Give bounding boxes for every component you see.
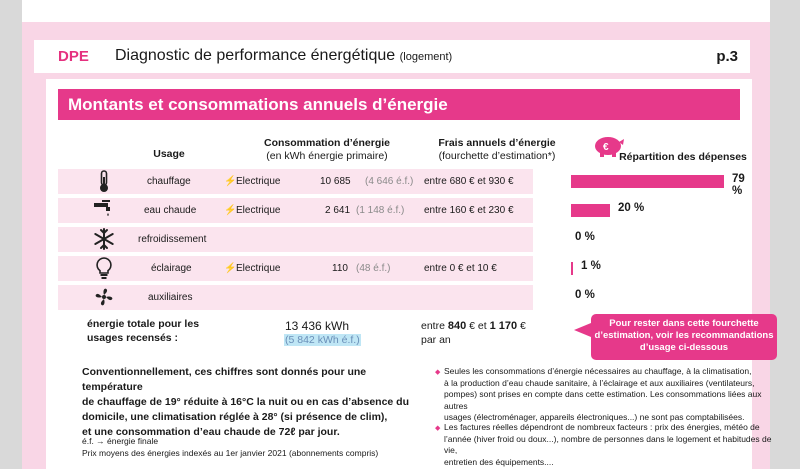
col-conso-sub: (en kWh énergie primaire): [266, 150, 388, 162]
energy-type: Electrique: [236, 263, 281, 274]
invoice-note: ◆ Les factures réelles dépendront de nom…: [435, 422, 772, 467]
usage-label: auxiliaires: [148, 292, 193, 303]
thermometer-icon: [100, 170, 108, 192]
repartition-percent: 20 %: [618, 202, 645, 214]
total-cost-low: 840: [447, 320, 467, 332]
footnote-prices: Prix moyens des énergies indexés au 1er …: [82, 448, 379, 458]
annual-cost: entre 160 € et 230 €: [424, 205, 514, 216]
table-row: [58, 198, 533, 223]
col-conso: Consommation d’énergie (en kWh énergie p…: [242, 137, 412, 163]
scope-note: ◆ Seules les consommations d’énergie néc…: [435, 366, 762, 422]
consumption-ef: (48 é.f.): [356, 263, 391, 274]
total-ef: (5 842 kWh é.f.): [284, 334, 361, 346]
bullet-icon: ◆: [435, 369, 441, 376]
repartition-percent: 0 %: [575, 231, 595, 243]
col-frais-title: Frais annuels d’énergie: [438, 137, 556, 149]
col-frais: Frais annuels d’énergie (fourchette d’es…: [417, 137, 577, 163]
page-title-text: Diagnostic de performance énergétique: [115, 47, 396, 64]
col-usage: Usage: [153, 148, 185, 160]
lightning-icon: ⚡: [224, 176, 237, 187]
col-conso-title: Consommation d’énergie: [263, 137, 390, 149]
total-label-line1: énergie totale pour les: [87, 318, 200, 330]
callout-pointer: [574, 323, 591, 337]
total-label: énergie totale pour les usages recensés …: [87, 317, 199, 345]
lightbulb-icon: [96, 257, 112, 279]
table-row: [58, 256, 533, 281]
table-row: [58, 285, 533, 310]
piggy-bank-icon: €: [595, 137, 624, 157]
total-cost-period: par an: [421, 334, 451, 346]
dpe-badge: DPE: [58, 48, 89, 65]
fan-icon: [95, 288, 113, 306]
consumption-ef: (1 148 é.f.): [356, 205, 405, 216]
annual-cost: entre 680 € et 930 €: [424, 176, 514, 187]
repartition-percent: 0 %: [575, 289, 595, 301]
top-strip: [22, 0, 770, 22]
usage-label: chauffage: [147, 176, 191, 187]
total-label-line2: usages recensés :: [87, 332, 179, 344]
total-kwh: 13 436 kWh: [285, 319, 350, 333]
energy-card: Montants et consommations annuels d’éner…: [46, 79, 777, 469]
usage-label: éclairage: [151, 263, 192, 274]
section-title: Montants et consommations annuels d’éner…: [58, 89, 740, 120]
snowflake-icon: [94, 228, 114, 250]
table-row: [58, 227, 533, 252]
page-number: p.3: [716, 48, 738, 65]
col-frais-sub: (fourchette d’estimation*): [438, 150, 556, 162]
total-cost-high: 1 170: [489, 320, 518, 332]
repartition-percent: 79 %: [732, 173, 745, 197]
consumption-kwh: 110: [332, 263, 348, 274]
repartition-bar: [571, 204, 610, 217]
table-row: [58, 169, 533, 194]
annual-cost: entre 0 € et 10 €: [424, 263, 497, 274]
consumption-ef: (4 646 é.f.): [365, 176, 414, 187]
svg-text:€: €: [603, 142, 609, 153]
bullet-icon: ◆: [435, 425, 441, 432]
col-repartition: Répartition des dépenses: [619, 151, 747, 163]
lightning-icon: ⚡: [224, 263, 237, 274]
repartition-bar: [571, 175, 724, 188]
consumption-kwh: 10 685: [320, 176, 351, 187]
usage-label: refroidissement: [138, 234, 207, 245]
recommendation-callout: Pour rester dans cette fourchette d’esti…: [591, 314, 777, 360]
energy-type: Electrique: [236, 205, 281, 216]
conventional-note: Conventionnellement, ces chiffres sont d…: [82, 366, 409, 438]
total-cost: entre 840 € et 1 170 € par an: [421, 320, 526, 346]
page-subtitle: (logement): [399, 51, 453, 63]
repartition-percent: 1 %: [581, 260, 601, 272]
footnote-ef: é.f. → énergie finale: [82, 436, 159, 446]
page-title: Diagnostic de performance énergétique (l…: [115, 47, 452, 65]
lightning-icon: ⚡: [224, 205, 237, 216]
dpe-page: DPE Diagnostic de performance énergétiqu…: [22, 0, 777, 469]
usage-label: eau chaude: [144, 205, 197, 216]
repartition-bar: [571, 262, 573, 275]
page-header: DPE Diagnostic de performance énergétiqu…: [34, 40, 750, 73]
faucet-icon: [94, 200, 110, 216]
energy-type: Electrique: [236, 176, 281, 187]
consumption-kwh: 2 641: [325, 205, 351, 216]
